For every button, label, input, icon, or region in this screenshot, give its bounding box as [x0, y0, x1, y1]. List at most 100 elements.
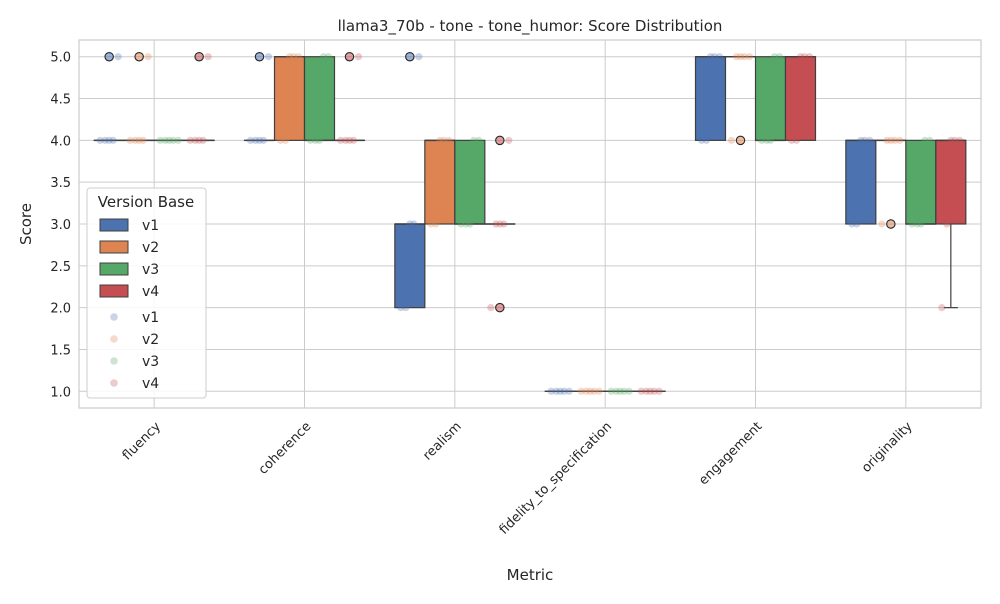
data-point-v4 [505, 137, 512, 144]
data-point-v3 [466, 220, 473, 227]
data-point-v4 [793, 137, 800, 144]
legend-swatch-box [100, 285, 128, 297]
legend-label: v4 [142, 376, 159, 392]
outlier-marker [135, 53, 143, 61]
data-point-v4 [487, 304, 494, 311]
data-point-v4 [938, 304, 945, 311]
data-point-v3 [626, 388, 633, 395]
outlier-marker [887, 220, 895, 228]
data-point-v3 [175, 137, 182, 144]
data-point-v4 [355, 53, 362, 60]
data-point-v3 [926, 137, 933, 144]
y-tick-label: 3.0 [50, 218, 71, 233]
data-point-v1 [115, 53, 122, 60]
data-point-v1 [716, 53, 723, 60]
data-point-v4 [200, 137, 207, 144]
data-point-v3 [776, 53, 783, 60]
data-point-v4 [956, 137, 963, 144]
data-point-v2 [145, 53, 152, 60]
data-point-v4 [205, 53, 212, 60]
legend-swatch-point [110, 335, 118, 343]
y-tick-labels: 1.0 1.5 2.0 2.5 3.0 3.5 4.0 4.5 5.0 [50, 51, 71, 401]
chart-title: llama3_70b - tone - tone_humor: Score Di… [338, 17, 723, 36]
legend-swatch-box [100, 219, 128, 231]
legend-label: v2 [142, 332, 159, 348]
legend-label: v1 [142, 310, 159, 326]
outlier-marker [406, 53, 414, 61]
y-tick-label: 1.5 [50, 343, 71, 358]
data-point-v1 [415, 53, 422, 60]
data-point-v1 [265, 53, 272, 60]
legend-label: v3 [142, 262, 159, 278]
box-v2 [275, 57, 305, 141]
data-point-v2 [728, 137, 735, 144]
data-point-v1 [703, 137, 710, 144]
box-v3 [756, 57, 786, 141]
legend-swatch-point [110, 313, 118, 321]
legend-label: v3 [142, 354, 159, 370]
outlier-marker [345, 53, 353, 61]
y-tick-label: 5.0 [50, 51, 71, 66]
x-axis-label: Metric [507, 566, 554, 584]
box-v1 [696, 57, 726, 141]
legend-label: v2 [142, 240, 159, 256]
data-point-v2 [282, 137, 289, 144]
data-point-v2 [432, 220, 439, 227]
data-point-v3 [917, 220, 924, 227]
data-point-v2 [596, 388, 603, 395]
outlier-marker [496, 303, 504, 311]
data-point-v1 [853, 220, 860, 227]
data-point-v3 [475, 137, 482, 144]
data-point-v2 [295, 53, 302, 60]
y-axis-label: Score [17, 203, 35, 245]
data-point-v2 [746, 53, 753, 60]
box-v3 [906, 140, 936, 224]
box-v4 [786, 57, 816, 141]
legend: Version Base v1 v2 v3 v4 v1 v2 v3 v4 [87, 188, 206, 398]
data-point-v1 [566, 388, 573, 395]
legend-title: Version Base [98, 193, 194, 211]
box-v4 [936, 140, 966, 224]
data-point-v2 [878, 220, 885, 227]
box-v2 [425, 140, 455, 224]
y-tick-label: 2.5 [50, 260, 71, 275]
y-tick-label: 1.0 [50, 385, 71, 400]
y-tick-label: 4.5 [50, 93, 71, 108]
box-v1 [846, 140, 876, 224]
data-point-v2 [140, 137, 147, 144]
data-point-v4 [350, 137, 357, 144]
outlier-marker [736, 136, 744, 144]
box-v3 [455, 140, 485, 224]
data-point-v1 [866, 137, 873, 144]
data-point-v4 [806, 53, 813, 60]
data-point-v3 [767, 137, 774, 144]
legend-swatch-box [100, 241, 128, 253]
y-tick-label: 2.0 [50, 302, 71, 317]
data-point-v2 [445, 137, 452, 144]
data-point-v1 [402, 304, 409, 311]
outlier-marker [496, 136, 504, 144]
legend-swatch-point [110, 379, 118, 387]
outlier-marker [195, 53, 203, 61]
outlier-marker [105, 53, 113, 61]
data-point-v3 [316, 137, 323, 144]
y-tick-label: 3.5 [50, 176, 71, 191]
legend-swatch-box [100, 263, 128, 275]
data-point-v1 [110, 137, 117, 144]
legend-swatch-point [110, 357, 118, 365]
box-v3 [305, 57, 335, 141]
data-point-v2 [896, 137, 903, 144]
data-point-v1 [410, 220, 417, 227]
legend-label: v1 [142, 218, 159, 234]
data-point-v3 [325, 53, 332, 60]
box-v1 [395, 224, 425, 308]
legend-label: v4 [142, 284, 159, 300]
data-point-v4 [500, 220, 507, 227]
data-point-v1 [260, 137, 267, 144]
data-point-v4 [943, 220, 950, 227]
data-point-v4 [656, 388, 663, 395]
y-tick-label: 4.0 [50, 134, 71, 149]
outlier-marker [255, 53, 263, 61]
